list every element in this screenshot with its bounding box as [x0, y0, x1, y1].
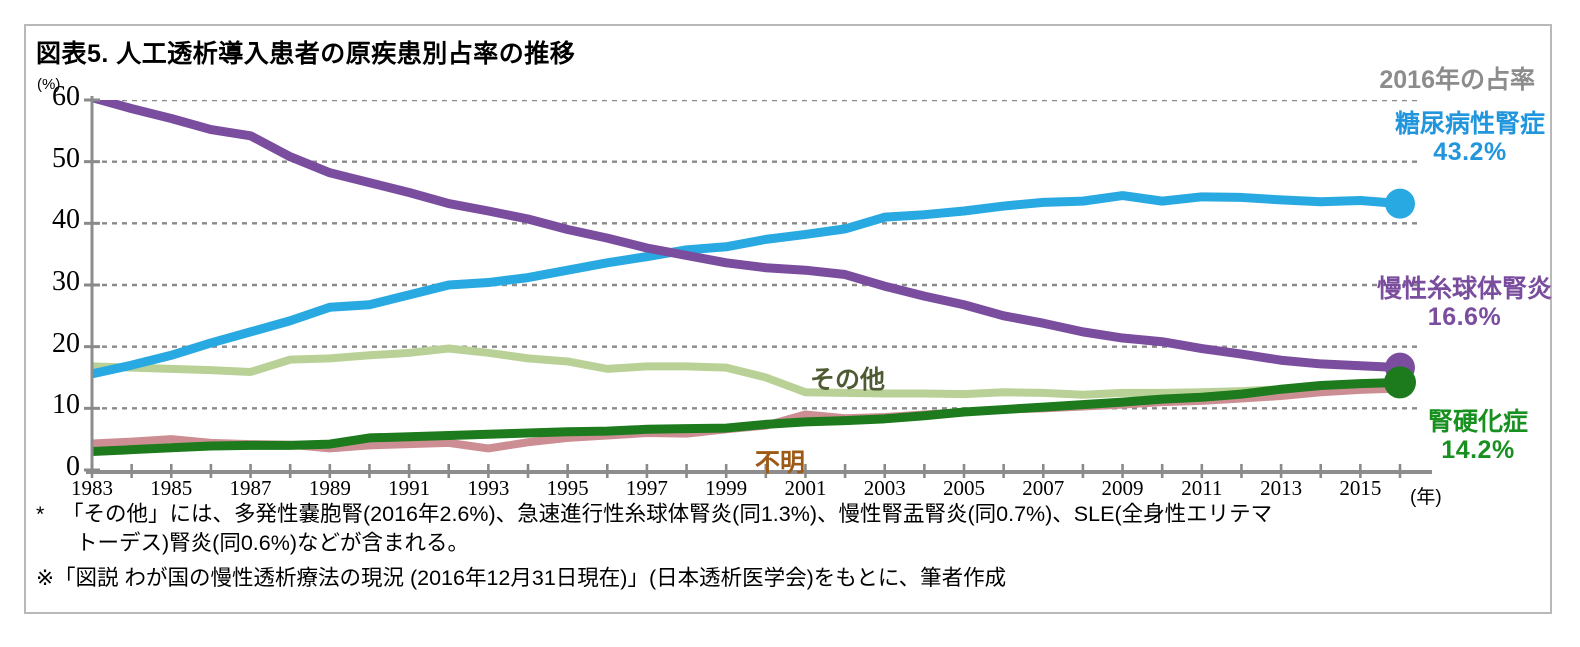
series-line-慢性糸球体腎炎	[92, 100, 1405, 373]
y-tick-label: 60	[52, 81, 80, 112]
x-tick-label: 2009	[1101, 476, 1144, 500]
x-axis-unit-label: (年)	[1410, 487, 1442, 508]
legend-header: 2016年の占率	[1379, 66, 1535, 94]
x-tick-label: 2013	[1260, 476, 1303, 500]
y-axis-unit-label: (%)	[37, 76, 61, 93]
x-tick-label: 1987	[229, 476, 272, 500]
note-line-2: トーデス)腎炎(同0.6%)などが含まれる。	[76, 530, 469, 555]
series-end-markers	[1384, 188, 1416, 399]
figure-notes: * 「その他」には、多発性嚢胞腎(2016年2.6%)、急速進行性糸球体腎炎(同…	[36, 500, 1496, 593]
x-tick-label: 1991	[388, 476, 431, 500]
callout-nephrosclerosis-value: 14.2%	[1441, 436, 1515, 464]
callout-diabetic: 糖尿病性腎症 43.2%	[1395, 110, 1545, 166]
x-tick-label: 2005	[943, 476, 985, 500]
x-tick-label: 2015	[1339, 476, 1382, 500]
series-lines	[92, 100, 1405, 456]
x-tick-label: 1993	[467, 476, 510, 500]
callout-nephrosclerosis: 腎硬化症 14.2%	[1428, 408, 1528, 464]
end-marker-糖尿病性腎症	[1385, 188, 1415, 219]
figure-title: 図表5. 人工透析導入患者の原疾患別占率の推移	[36, 40, 576, 68]
y-tick-label: 20	[52, 327, 80, 359]
callout-nephrosclerosis-name: 腎硬化症	[1427, 408, 1528, 436]
y-tick-label: 50	[52, 142, 80, 174]
note-source: ※「図説 わが国の慢性透析療法の現況 (2016年12月31日現在)」(日本透析…	[36, 566, 1007, 591]
figure-frame	[24, 24, 1552, 614]
series-line-腎硬化症	[92, 377, 1405, 456]
inline-label-other: その他	[810, 366, 886, 394]
end-marker-腎硬化症	[1384, 366, 1416, 399]
y-tick-label: 10	[52, 389, 80, 421]
note-marker: *	[36, 502, 45, 526]
callout-glomerulonephritis: 慢性糸球体腎炎 16.6%	[1377, 275, 1552, 331]
series-line-糖尿病性腎症	[92, 191, 1405, 379]
x-tick-label: 2011	[1181, 476, 1223, 500]
y-tick-label: 40	[52, 204, 80, 236]
x-tick-label: 2001	[784, 476, 827, 500]
y-tick-label: 0	[66, 451, 80, 482]
chart-plot-area	[92, 100, 1422, 470]
y-tick-label: 30	[52, 266, 80, 297]
x-tick-label: 1989	[308, 476, 351, 500]
callout-diabetic-value: 43.2%	[1433, 138, 1507, 166]
note-row-1: * 「その他」には、多発性嚢胞腎(2016年2.6%)、急速進行性糸球体腎炎(同…	[36, 500, 1496, 529]
x-tick-label: 1983	[71, 476, 113, 500]
callout-diabetic-name: 糖尿病性腎症	[1394, 110, 1545, 138]
callout-glomerulonephritis-name: 慢性糸球体腎炎	[1376, 275, 1552, 303]
chart-svg	[92, 100, 1422, 456]
x-tick-label: 1997	[625, 476, 668, 500]
series-line-その他	[92, 344, 1404, 399]
x-tick-label: 2007	[1022, 476, 1065, 500]
inline-label-unknown: 不明	[755, 449, 806, 477]
x-tick-label: 1985	[150, 476, 193, 500]
callout-glomerulonephritis-value: 16.6%	[1427, 303, 1502, 331]
x-tick-label: 1999	[705, 476, 748, 500]
note-line-1: 「その他」には、多発性嚢胞腎(2016年2.6%)、急速進行性糸球体腎炎(同1.…	[62, 502, 1273, 526]
x-tick-label: 2003	[863, 476, 906, 500]
x-tick-label: 1995	[546, 476, 589, 500]
